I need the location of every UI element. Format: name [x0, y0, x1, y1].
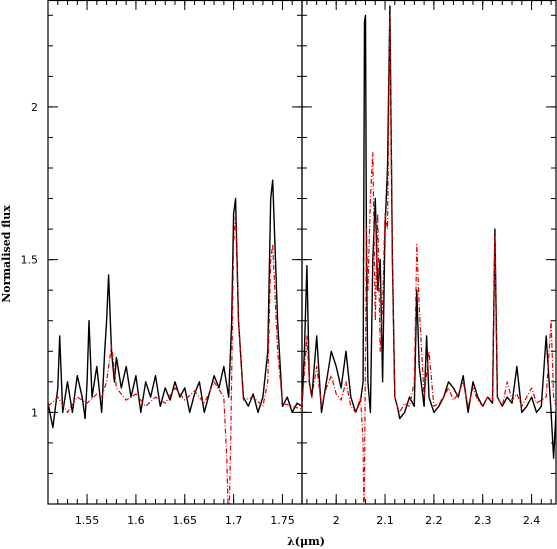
x-axis-title: λ(μm) — [287, 535, 325, 548]
y-tick-label: 1 — [31, 406, 38, 419]
y-axis-title: Normalised flux — [0, 205, 13, 303]
series-group — [302, 5, 556, 504]
y-tick-label: 1.5 — [21, 254, 39, 267]
x-tick-label: 1.55 — [75, 514, 100, 527]
x-tick-label: 2 — [333, 514, 340, 527]
x-tick-label: 1.75 — [270, 514, 295, 527]
x-tick-label: 2.3 — [474, 514, 492, 527]
panel-1: 1.55 1.6 1.65 1.7 1.75 1 1.5 2 — [21, 0, 303, 527]
series-group — [48, 179, 302, 504]
x-tick-label: 1.6 — [127, 514, 145, 527]
series-line-dashed — [302, 14, 556, 504]
x-tick-label: 1.7 — [225, 514, 243, 527]
panels-layer: 1.55 1.6 1.65 1.7 1.75 1 1.5 2 2 2.1 2.2 2.3 2.4 — [21, 0, 557, 527]
panel-frame — [47, 0, 303, 505]
x-tick-label: 2.4 — [523, 514, 541, 527]
series-line-dashed — [48, 213, 302, 504]
x-tick-label: 2.2 — [425, 514, 443, 527]
x-tick-label: 1.65 — [173, 514, 198, 527]
y-tick-label: 2 — [31, 101, 38, 114]
x-tick-label: 2.1 — [376, 514, 394, 527]
series-line-solid — [48, 179, 302, 429]
panel-frame — [301, 0, 557, 505]
series-line-solid — [302, 5, 556, 459]
panel-2: 2 2.1 2.2 2.3 2.4 — [301, 0, 557, 527]
